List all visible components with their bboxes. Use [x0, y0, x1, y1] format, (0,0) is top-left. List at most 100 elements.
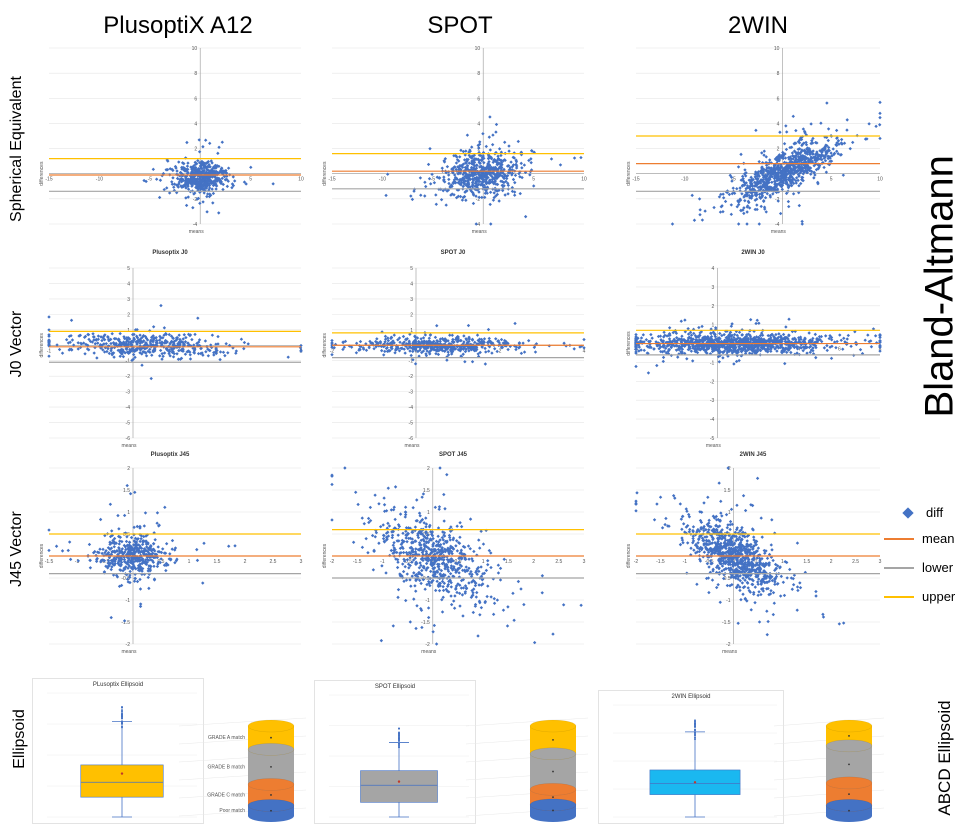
- diff-point: [778, 130, 782, 134]
- diff-point: [517, 346, 521, 350]
- diff-point: [461, 149, 466, 154]
- y-tick-label: 1: [427, 510, 430, 516]
- y-tick-label: -6: [126, 436, 131, 442]
- diff-point: [164, 542, 169, 546]
- diff-point: [787, 317, 791, 321]
- diff-point: [231, 175, 235, 179]
- y-tick-label: 0.5: [123, 532, 130, 538]
- y-tick-label: -4: [476, 222, 481, 228]
- diff-point: [212, 350, 216, 355]
- diff-point: [490, 142, 495, 147]
- diff-point: [418, 561, 422, 565]
- diff-point: [703, 209, 707, 213]
- diff-point: [232, 179, 237, 183]
- diff-point: [851, 140, 855, 145]
- scatter-panel-spot-se: -4-20246810-15-10-50510differencesmeans: [318, 42, 588, 238]
- diff-point: [195, 547, 199, 552]
- diff-point: [168, 341, 173, 345]
- diff-point: [158, 560, 162, 565]
- diff-point: [138, 558, 143, 563]
- diff-point: [779, 184, 784, 189]
- diff-point: [143, 334, 148, 339]
- diff-point: [863, 338, 867, 342]
- diff-point: [814, 167, 819, 172]
- diff-point: [138, 341, 142, 346]
- column-title-plusoptix: PlusoptiX A12: [103, 12, 253, 39]
- diff-point: [445, 358, 449, 362]
- diff-point: [144, 534, 148, 538]
- y-axis-title: differences: [39, 161, 45, 186]
- diff-point: [878, 349, 882, 353]
- diff-point: [644, 337, 649, 342]
- diff-point: [95, 556, 99, 561]
- x-tick-label: -1.5: [45, 559, 54, 565]
- diff-point: [203, 138, 208, 142]
- panel-title-spot-j45: SPOT J45: [438, 452, 467, 458]
- x-tick-label: 5: [830, 177, 833, 183]
- x-axis-title: means: [706, 443, 722, 449]
- diff-point: [778, 168, 783, 173]
- diff-point: [809, 172, 813, 176]
- diff-point: [533, 350, 538, 354]
- y-tick-label: -0.5: [421, 576, 430, 582]
- diff-point: [121, 354, 126, 359]
- x-tick-label: -0.5: [403, 559, 412, 565]
- x-tick-label: -15: [45, 177, 52, 183]
- diff-point: [170, 547, 174, 551]
- diff-point: [174, 336, 179, 340]
- diff-point: [54, 544, 59, 548]
- diff-point: [487, 336, 491, 341]
- diff-point: [532, 345, 537, 350]
- diff-point: [160, 357, 164, 361]
- diff-point: [202, 166, 206, 170]
- diff-point: [199, 346, 203, 351]
- diff-point: [482, 160, 486, 165]
- y-tick-label: 4: [777, 121, 780, 127]
- diff-point: [718, 210, 723, 214]
- x-tick-label: -1.5: [353, 559, 362, 565]
- diff-point: [167, 191, 172, 195]
- y-tick-label: 1: [712, 323, 715, 329]
- diff-point: [226, 351, 230, 355]
- diff-point: [753, 172, 757, 177]
- diff-point: [173, 546, 178, 550]
- diff-point: [94, 338, 98, 342]
- diff-point: [172, 339, 177, 343]
- diff-point: [807, 331, 811, 335]
- diff-point: [712, 340, 716, 344]
- x-tick-label: 5: [532, 177, 535, 183]
- diff-point: [486, 340, 490, 344]
- diff-point: [135, 579, 140, 584]
- diff-point: [785, 130, 789, 134]
- diff-point: [217, 211, 221, 215]
- diff-point: [117, 559, 121, 563]
- diff-point: [674, 348, 679, 352]
- diff-point: [770, 180, 774, 185]
- diff-point: [824, 170, 829, 174]
- diff-point: [143, 560, 148, 564]
- diff-point: [794, 181, 798, 185]
- y-tick-label: -2: [193, 197, 198, 203]
- diff-point: [848, 146, 852, 151]
- diff-point: [225, 177, 229, 182]
- diff-point: [811, 346, 815, 350]
- diff-point: [246, 342, 250, 346]
- diff-point: [186, 341, 190, 345]
- diff-point: [721, 192, 725, 196]
- x-tick-label: 5: [249, 177, 252, 183]
- y-axis-title: differences: [322, 161, 328, 186]
- diff-point: [185, 164, 190, 168]
- diff-point: [839, 137, 844, 142]
- diff-point: [198, 185, 202, 190]
- diff-point: [423, 333, 428, 337]
- diff-point: [122, 335, 126, 339]
- diff-point: [122, 619, 127, 623]
- diff-point: [202, 191, 206, 195]
- diff-point: [141, 540, 145, 544]
- diff-point: [204, 186, 209, 190]
- diff-point: [206, 354, 211, 358]
- diff-point: [114, 337, 118, 341]
- x-tick-label: 2.5: [270, 559, 277, 565]
- diff-point: [127, 564, 132, 568]
- diff-point: [579, 155, 583, 160]
